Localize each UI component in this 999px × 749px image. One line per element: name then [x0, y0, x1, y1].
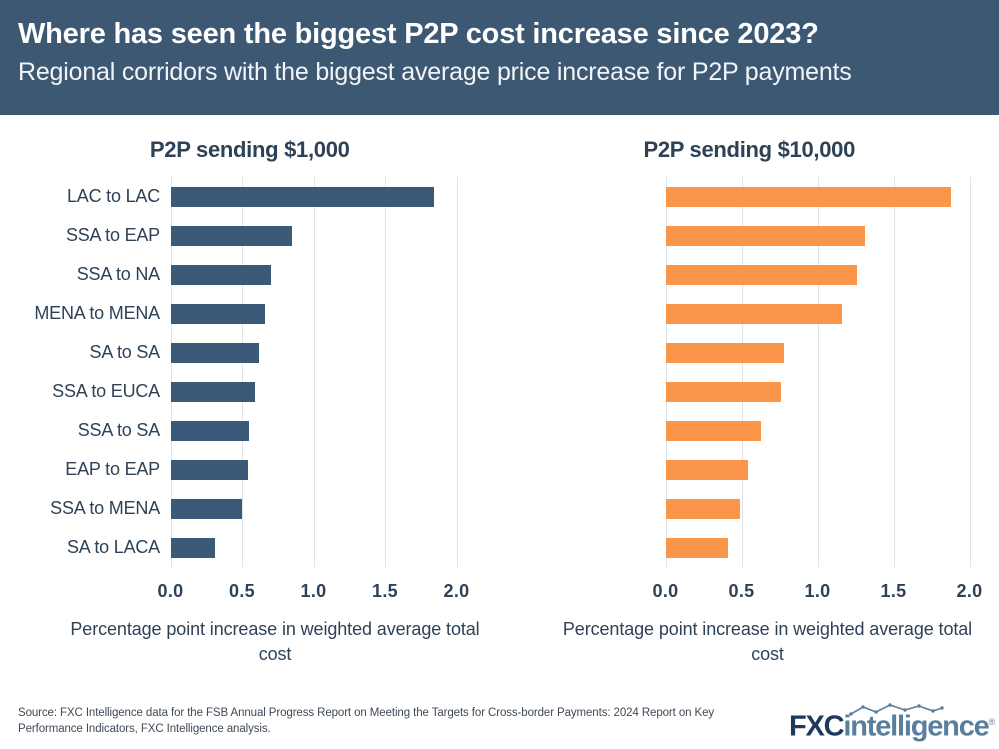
- category-label: SSA to NA: [76, 264, 160, 284]
- page-title: Where has seen the biggest P2P cost incr…: [18, 18, 819, 50]
- x-tick-label: 0.5: [728, 581, 755, 601]
- gridline: [969, 177, 971, 567]
- bar: [665, 186, 952, 207]
- category-label: SSA to SA: [77, 420, 160, 440]
- bar: [170, 342, 260, 363]
- x-tick-label: 1.0: [300, 581, 327, 601]
- bar: [170, 303, 265, 324]
- category-label: MENA to MENA: [34, 303, 160, 323]
- x-tick-label: 2.0: [956, 581, 983, 601]
- x-axis-ticks-right: 0.0 0.5 1.0 1.5 2.0: [653, 569, 983, 601]
- bar: [665, 420, 762, 441]
- bar: [665, 342, 785, 363]
- gridline: [665, 177, 667, 567]
- chart-title-left: P2P sending $1,000: [149, 137, 350, 162]
- chart-panel-p2p-1000: P2P sending $1,000 LAC to LAC SSA to EAP S…: [0, 115, 500, 685]
- bar: [665, 225, 865, 246]
- bar: [170, 381, 255, 402]
- x-tick-label: 1.5: [372, 581, 398, 601]
- gridline: [170, 177, 172, 567]
- gridline: [242, 177, 243, 567]
- category-label: SA to LACA: [66, 537, 160, 557]
- category-label: LAC to LAC: [66, 186, 160, 206]
- gridline: [893, 177, 895, 567]
- charts-container: P2P sending $1,000 LAC to LAC SSA to EAP S…: [0, 115, 999, 685]
- plot-area-left: LAC to LAC SSA to EAP SSA to NA MENA to MEN…: [0, 177, 500, 664]
- footer: Source: FXC Intelligence data for the FS…: [0, 685, 999, 749]
- gridline: [385, 177, 386, 567]
- bar: [665, 264, 858, 285]
- chart-title-right: P2P sending $10,000: [643, 137, 856, 162]
- x-tick-label: 2.0: [443, 581, 470, 601]
- bar: [170, 186, 434, 207]
- bar: [170, 459, 248, 480]
- category-label: SSA to EUCA: [52, 381, 160, 401]
- plot-box-left: [170, 177, 458, 567]
- x-tick-label: 0.5: [229, 581, 255, 601]
- x-axis-title-left: Percentage point increase in weighted av…: [70, 619, 480, 664]
- plot-box-right: [665, 177, 971, 567]
- gridline: [817, 177, 819, 567]
- bar: [170, 537, 215, 558]
- source-note: Source: FXC Intelligence data for the FS…: [18, 707, 715, 735]
- category-label: SSA to MENA: [50, 498, 160, 518]
- x-tick-label: 1.0: [804, 581, 831, 601]
- gridline: [741, 177, 743, 567]
- logo-trademark: ®: [988, 717, 996, 727]
- bar: [665, 498, 740, 519]
- logo-intelligence-text: intelligence: [843, 710, 989, 743]
- category-label: SSA to EAP: [65, 225, 160, 245]
- bar: [665, 537, 728, 558]
- category-label: SA to SA: [89, 342, 161, 362]
- bar: [170, 498, 242, 519]
- gridline: [313, 177, 315, 567]
- x-axis-ticks-left: 0.0 0.5 1.0 1.5 2.0: [158, 569, 470, 601]
- bar: [170, 264, 271, 285]
- header-banner: Where has seen the biggest P2P cost incr…: [0, 0, 999, 115]
- bar: [170, 225, 293, 246]
- logo-fxc-text: FXC: [789, 710, 845, 743]
- logo-chart-squiggle-icon: [849, 703, 944, 716]
- x-tick-label: 1.5: [880, 581, 907, 601]
- category-label: EAP to EAP: [65, 459, 160, 479]
- bar: [665, 381, 782, 402]
- bar: [665, 303, 842, 324]
- x-axis-title-right: Percentage point increase in weighted av…: [562, 619, 973, 664]
- x-tick-label: 0.0: [652, 581, 679, 601]
- bar: [170, 420, 250, 441]
- category-labels-left: LAC to LAC SSA to EAP SSA to NA MENA to MEN…: [10, 177, 170, 567]
- x-tick-label: 0.0: [157, 581, 184, 601]
- fxc-intelligence-logo: FXCintelligence®: [785, 703, 995, 742]
- bar: [665, 459, 748, 480]
- page-subtitle: Regional corridors with the biggest aver…: [18, 58, 852, 86]
- logo-wordmark: FXCintelligence®: [789, 707, 995, 742]
- gridline: [456, 177, 458, 567]
